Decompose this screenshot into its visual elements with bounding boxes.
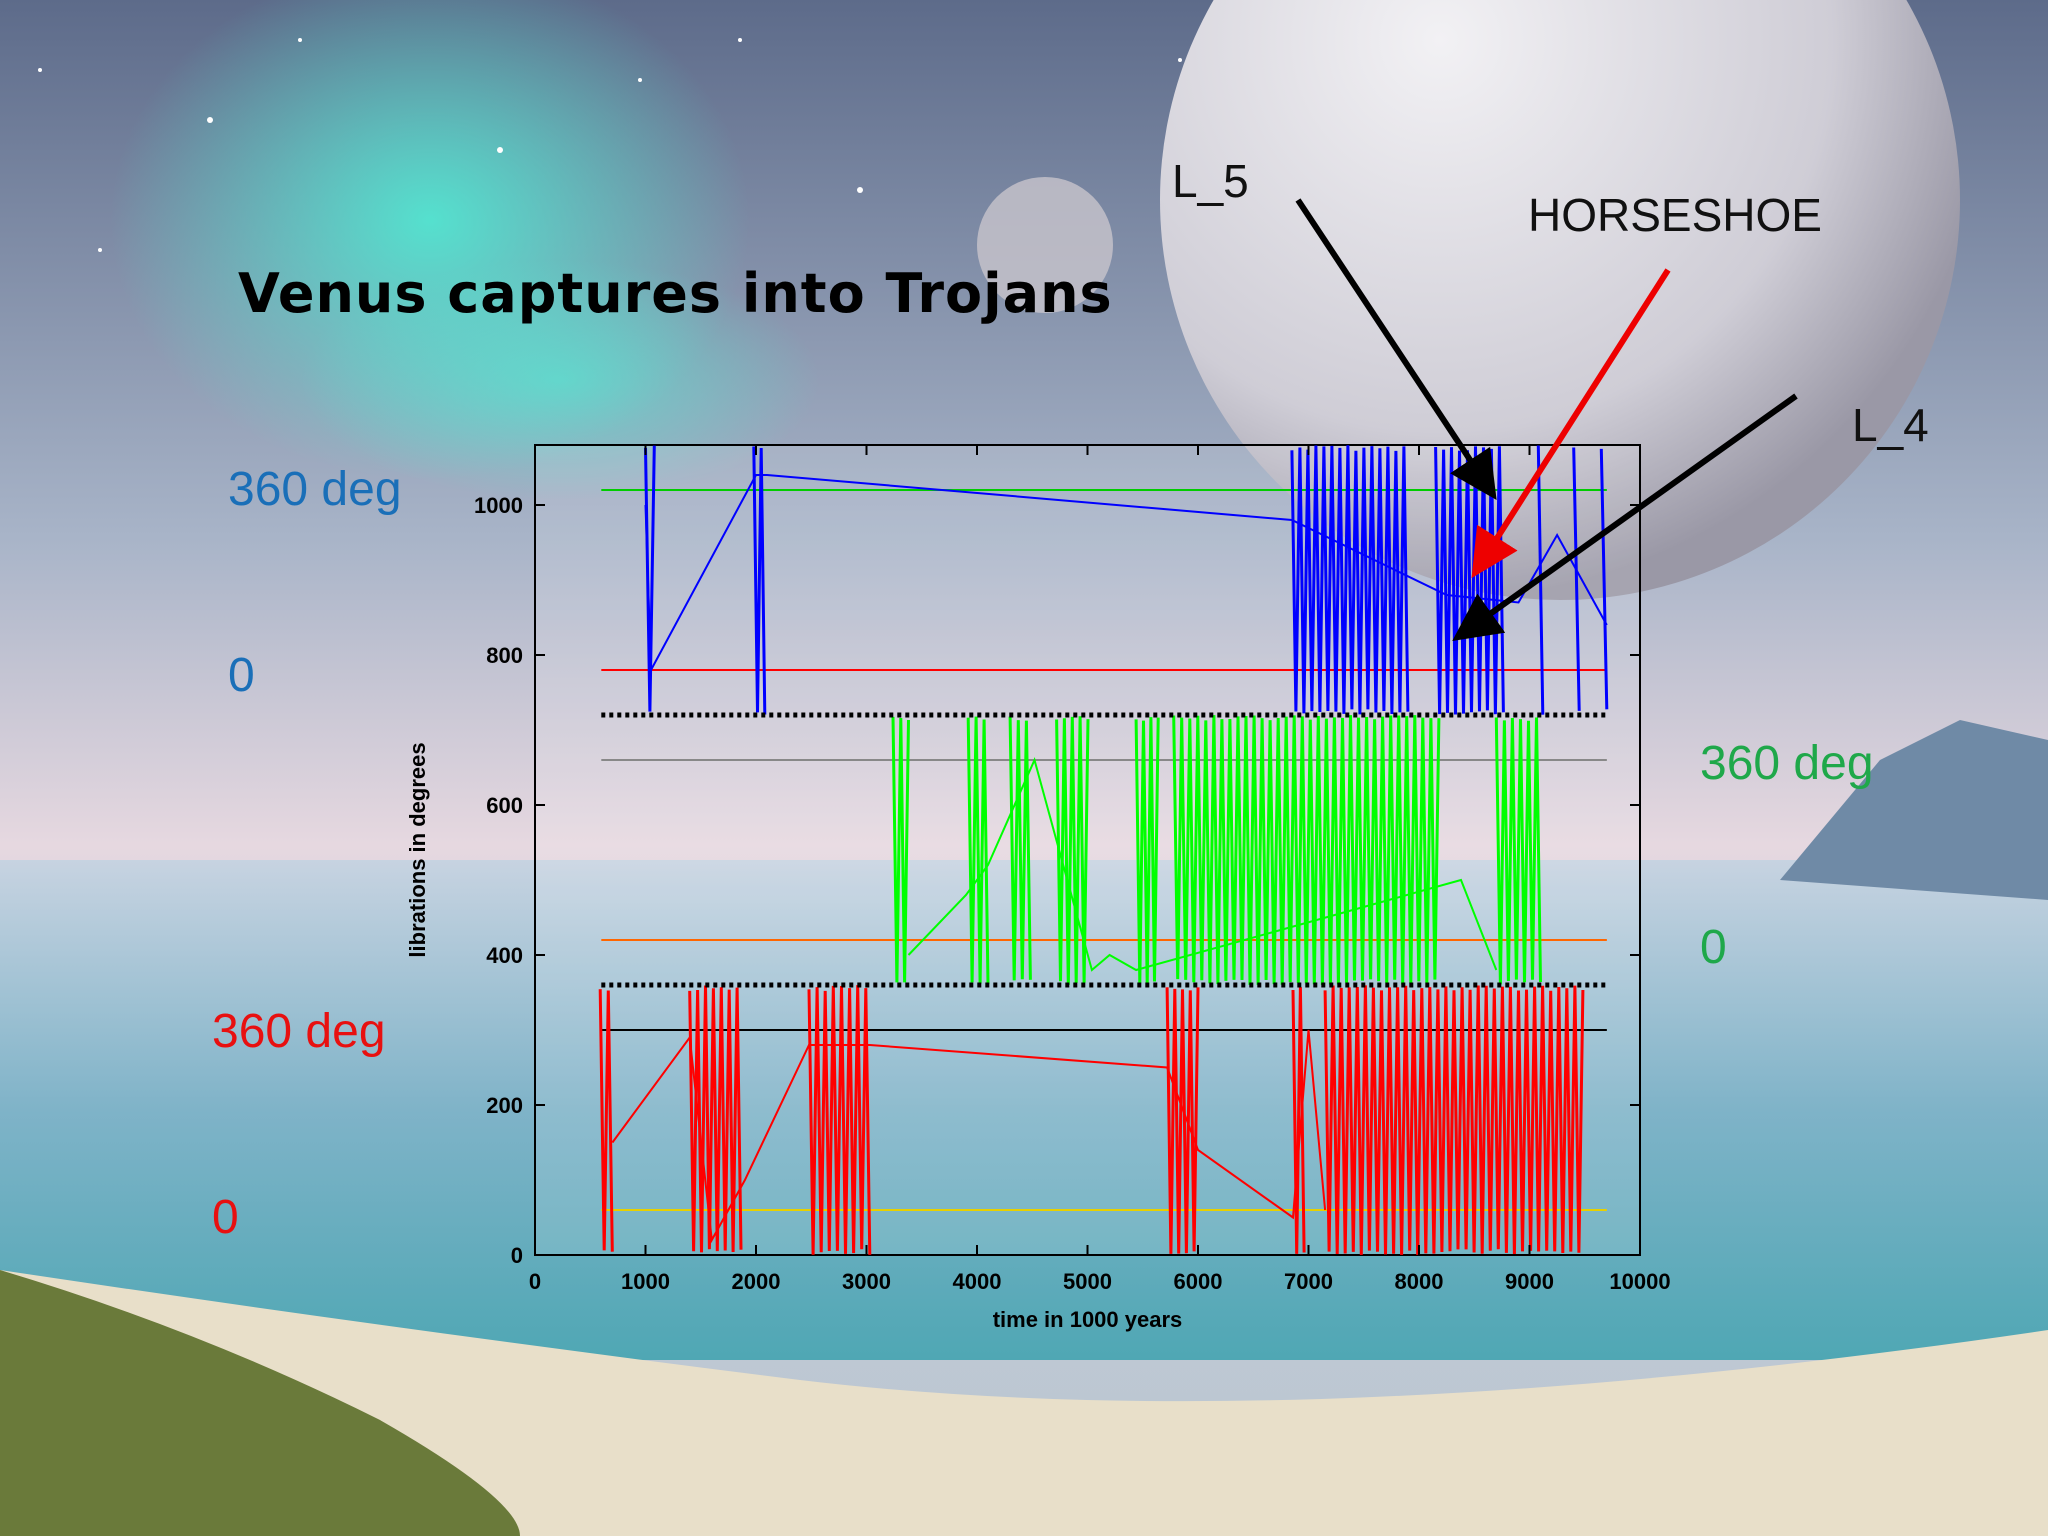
series-segment [807,985,872,1255]
x-tick-label: 5000 [1063,1269,1112,1294]
x-tick-label: 4000 [953,1269,1002,1294]
series-segment [598,989,614,1252]
y-tick-label: 800 [486,643,523,668]
green-0-label: 0 [1700,921,1727,974]
l5-label: L_5 [1172,155,1249,207]
series-segment [966,716,990,985]
red-360-label: 360 deg [212,1005,386,1058]
x-tick-label: 8000 [1395,1269,1444,1294]
x-tick-label: 1000 [621,1269,670,1294]
red-0-label: 0 [212,1191,239,1244]
x-tick-label: 2000 [732,1269,781,1294]
series-segment [891,716,910,983]
series-segment [1165,987,1200,1254]
x-tick-label: 10000 [1609,1269,1670,1294]
series-segment [1008,716,1032,981]
series-segment [1323,985,1585,1255]
slide-title: Venus captures into Trojans [238,262,1113,325]
x-tick-label: 3000 [842,1269,891,1294]
series-segment [752,446,767,715]
series-segment [688,985,743,1253]
y-tick-label: 0 [511,1243,523,1268]
blue-0-label: 0 [228,649,255,702]
x-tick-label: 6000 [1174,1269,1223,1294]
x-tick-label: 9000 [1505,1269,1554,1294]
l4-label: L_4 [1852,399,1929,451]
y-tick-label: 600 [486,793,523,818]
x-tick-label: 7000 [1284,1269,1333,1294]
series-line [611,1029,1327,1244]
x-axis-label: time in 1000 years [993,1307,1183,1332]
y-axis-label: librations in degrees [405,742,430,957]
y-tick-label: 200 [486,1093,523,1118]
series-segment [1494,717,1542,985]
y-tick-label: 400 [486,943,523,968]
green-360-label: 360 deg [1700,737,1874,790]
y-tick-label: 1000 [474,493,523,518]
series-segment [1291,987,1306,1254]
series-line [907,757,1498,972]
x-tick-label: 0 [529,1269,541,1294]
horseshoe-label: HORSESHOE [1528,189,1822,241]
libration-chart: 0 1000 2000 3000 4000 5000 6000 7000 8000 9000 100… [405,444,1671,1332]
blue-360-label: 360 deg [228,463,402,516]
series-segment [1055,716,1090,985]
